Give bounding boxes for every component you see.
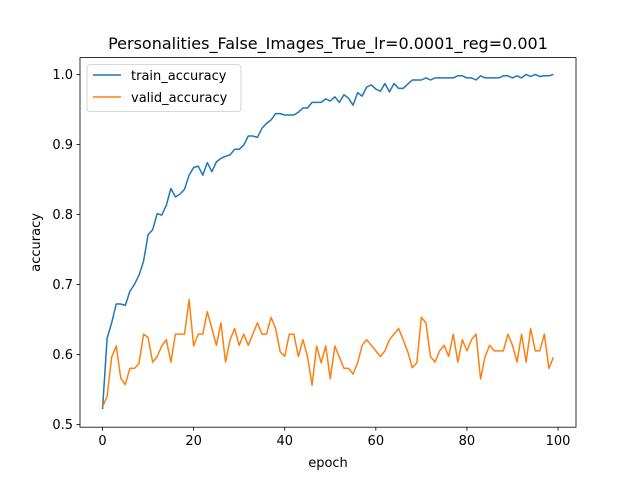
x-tick-label: 100 bbox=[546, 434, 571, 449]
y-tick-label: 0.6 bbox=[52, 348, 73, 363]
series-layer bbox=[101, 73, 555, 410]
x-tick-label: 40 bbox=[276, 434, 293, 449]
series-line-valid-accuracy bbox=[101, 299, 555, 408]
plot-frame bbox=[79, 57, 577, 428]
y-tick-label: 0.8 bbox=[52, 208, 73, 223]
y-tick-label: 0.9 bbox=[52, 138, 73, 153]
ticks-layer: 0 20 40 60 80 100 0.5 0.6 0.7 0.8 0.9 1.0 bbox=[52, 68, 570, 449]
chart-title: Personalities_False_Images_True_lr=0.000… bbox=[108, 34, 548, 54]
plot-area bbox=[80, 57, 576, 428]
legend-label-valid: valid_accuracy bbox=[131, 91, 228, 106]
x-tick-label: 0 bbox=[98, 434, 106, 449]
x-tick-label: 80 bbox=[459, 434, 476, 449]
x-tick-label: 60 bbox=[368, 434, 385, 449]
series-line-train-accuracy bbox=[101, 73, 554, 410]
y-tick-label: 1.0 bbox=[52, 68, 73, 83]
y-tick-label: 0.7 bbox=[52, 278, 73, 293]
y-axis-label: accuracy bbox=[29, 213, 44, 272]
legend-label-train: train_accuracy bbox=[131, 69, 227, 84]
legend: train_accuracy valid_accuracy bbox=[86, 64, 242, 112]
legend-box bbox=[86, 64, 242, 112]
x-axis-label: epoch bbox=[308, 456, 348, 471]
y-tick-label: 0.5 bbox=[52, 418, 73, 433]
x-tick-label: 20 bbox=[185, 434, 202, 449]
